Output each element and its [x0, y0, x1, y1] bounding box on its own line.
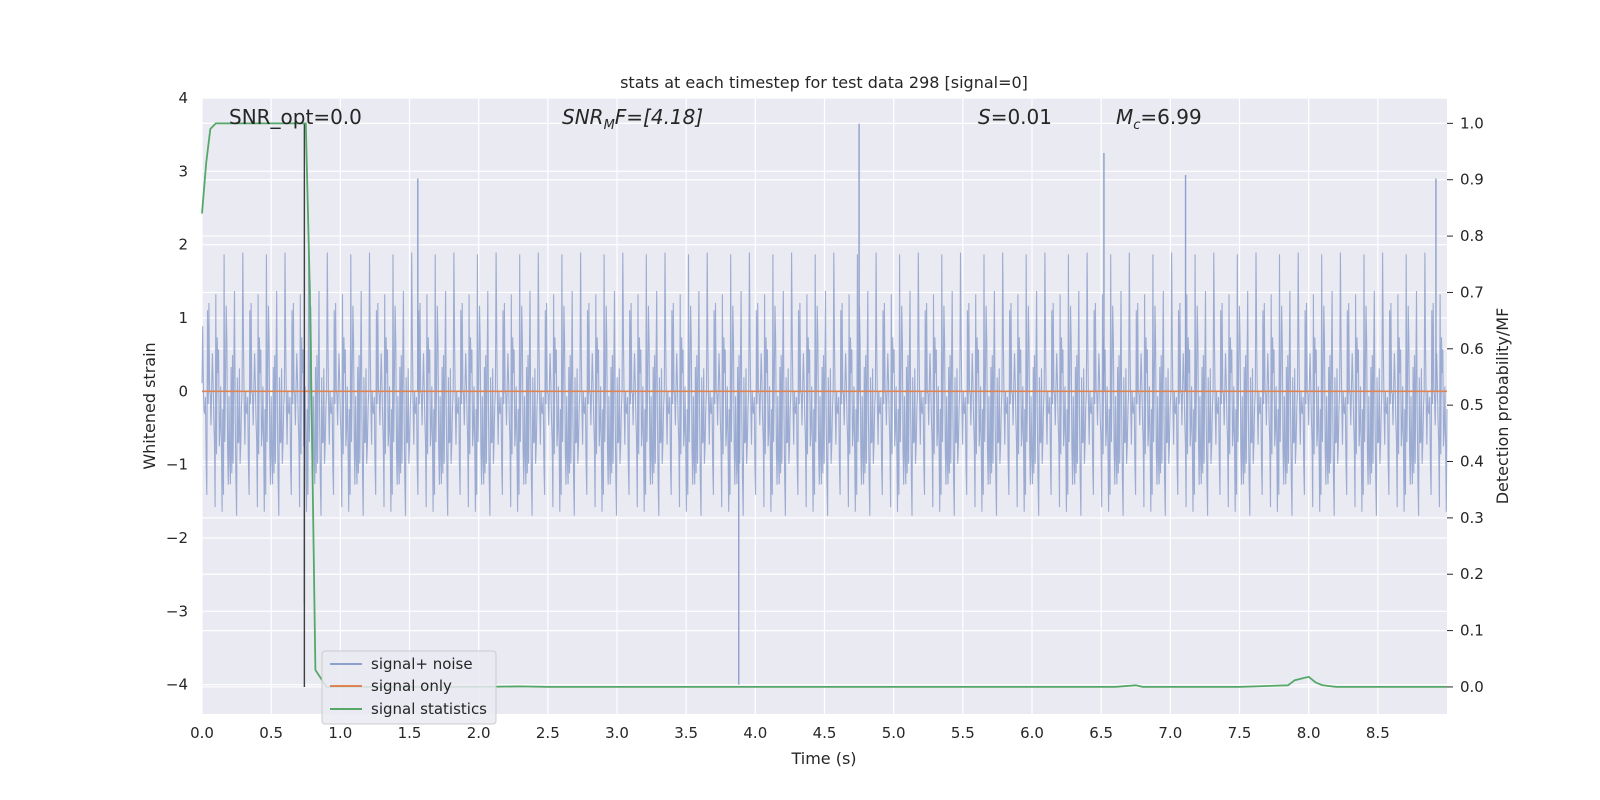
y-tick-label: 3 — [178, 162, 188, 180]
x-axis-label: Time (s) — [790, 749, 856, 768]
signal-noise-series — [201, 123, 1448, 685]
y-tick-label: 1 — [178, 309, 188, 327]
x-tick-label: 6.5 — [1089, 724, 1113, 742]
x-tick-label: 4.5 — [813, 724, 837, 742]
ticks-layer: 0.0 0.5 1.0 1.5 2.0 2.5 3.0 3.5 4.0 4.5 5.0 5.5 6.0 6… — [166, 89, 1484, 742]
chart-title: stats at each timestep for test data 298… — [620, 73, 1028, 92]
legend-box — [321, 650, 497, 725]
annotation-snr-mf: SNRMF=[4.18] — [562, 105, 703, 133]
x-tick-label: 5.0 — [882, 724, 906, 742]
y2-tick-label: 0.9 — [1460, 171, 1484, 189]
signal-statistics-line — [201, 122, 1447, 688]
x-tick-label: 0.0 — [190, 724, 214, 742]
y-tick-label: −2 — [166, 529, 188, 547]
x-tick-label: 3.5 — [674, 724, 698, 742]
y2-tick-label: 0.5 — [1460, 396, 1484, 414]
y2-tick-label: 0.6 — [1460, 340, 1484, 358]
signal-noise-line — [201, 252, 1448, 516]
x-tick-label: 4.0 — [743, 724, 767, 742]
x-tick-label: 6.0 — [1020, 724, 1044, 742]
y2-tick-label: 0.7 — [1460, 283, 1484, 301]
legend-label-signal-noise: signal+ noise — [371, 655, 473, 673]
x-tick-label: 2.0 — [467, 724, 491, 742]
annotation-s: S=0.01 — [978, 105, 1052, 129]
series-layer — [201, 122, 1447, 688]
annotation-snr-opt: SNR_opt=0.0 — [229, 105, 362, 129]
legend: signal+ noise signal only signal statist… — [321, 650, 497, 725]
x-tick-label: 8.0 — [1297, 724, 1321, 742]
y-tick-label: 0 — [178, 382, 188, 400]
y-axis-label: Whitened strain — [140, 342, 159, 469]
y2-tick-label: 0.2 — [1460, 565, 1484, 583]
y-tick-label: 2 — [178, 236, 188, 254]
y2-tick-label: 0.1 — [1460, 622, 1484, 640]
legend-label-signal-only: signal only — [371, 677, 452, 695]
x-tick-label: 8.5 — [1366, 724, 1390, 742]
y2-axis-label: Detection probability/MF — [1493, 308, 1512, 505]
y-tick-label: 4 — [178, 89, 188, 107]
annotation-mc: Mc=6.99 — [1116, 105, 1202, 133]
legend-label-signal-statistics: signal statistics — [371, 700, 487, 718]
x-tick-label: 1.5 — [398, 724, 422, 742]
y-tick-label: −4 — [166, 676, 188, 694]
x-tick-label: 2.5 — [536, 724, 560, 742]
x-tick-label: 0.5 — [259, 724, 283, 742]
y-tick-label: −1 — [166, 456, 188, 474]
x-tick-label: 3.0 — [605, 724, 629, 742]
x-tick-label: 7.5 — [1228, 724, 1252, 742]
y2-tick-label: 1.0 — [1460, 114, 1484, 132]
x-tick-label: 5.5 — [951, 724, 975, 742]
y2-tick-label: 0.3 — [1460, 509, 1484, 527]
y2-tick-label: 0.8 — [1460, 227, 1484, 245]
y-tick-label: −3 — [166, 602, 188, 620]
y2-tick-label: 0.0 — [1460, 678, 1484, 696]
x-tick-label: 1.0 — [328, 724, 352, 742]
y2-tick-label: 0.4 — [1460, 453, 1484, 471]
x-tick-label: 7.0 — [1158, 724, 1182, 742]
